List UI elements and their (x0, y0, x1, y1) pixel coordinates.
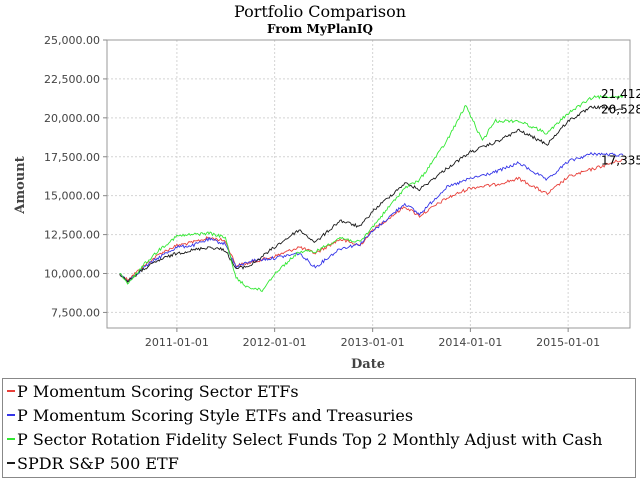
series-line (119, 151, 624, 282)
x-tick-label: 2011-01-01 (145, 336, 209, 349)
y-axis-label: Amount (13, 156, 28, 214)
series-lines (119, 94, 624, 293)
y-tick-label: 7,500.00 (51, 306, 100, 319)
series-line (119, 94, 624, 293)
y-tick-label: 22,500.00 (44, 73, 100, 86)
x-tick-label: 2015-01-01 (536, 336, 600, 349)
y-tick-label: 10,000.00 (44, 268, 100, 281)
series-line (119, 158, 623, 282)
legend-swatch (7, 438, 15, 440)
end-value-label: 17,335 (601, 153, 640, 167)
y-tick-label: 12,500.00 (44, 229, 100, 242)
x-tick-label: 2013-01-01 (341, 336, 405, 349)
legend-item: P Momentum Scoring Sector ETFs (7, 379, 299, 403)
x-axis-label: Date (351, 357, 385, 372)
end-value-label: 20,528 (601, 103, 640, 117)
x-tick-label: 2012-01-01 (243, 336, 307, 349)
grid (107, 39, 630, 328)
legend-item: SPDR S&P 500 ETF (7, 451, 179, 475)
legend-label: P Momentum Scoring Style ETFs and Treasu… (17, 405, 414, 425)
plot-area (106, 39, 631, 329)
chart-subtitle: From MyPlanIQ (267, 22, 373, 36)
legend-item: P Momentum Scoring Style ETFs and Treasu… (7, 403, 413, 427)
legend-item: P Sector Rotation Fidelity Select Funds … (7, 427, 602, 451)
end-value-labels: 21,412 20,528 17,335 (601, 87, 640, 167)
y-tick-label: 20,000.00 (44, 112, 100, 125)
chart-legend: P Momentum Scoring Sector ETFs P Momentum… (2, 378, 636, 478)
y-tick-label: 15,000.00 (44, 190, 100, 203)
legend-swatch (7, 414, 15, 416)
legend-label: P Sector Rotation Fidelity Select Funds … (17, 429, 603, 449)
x-axis: 2011-01-01 2012-01-01 2013-01-01 2014-01-01… (145, 328, 600, 349)
x-tick-label: 2014-01-01 (438, 336, 502, 349)
y-tick-label: 25,000.00 (44, 34, 100, 47)
chart-title: Portfolio Comparison (234, 2, 406, 21)
legend-label: P Momentum Scoring Sector ETFs (17, 381, 299, 401)
y-tick-label: 17,500.00 (44, 151, 100, 164)
legend-swatch (7, 462, 15, 464)
series-line (119, 104, 624, 283)
y-axis: 7,500.00 10,000.00 12,500.00 15,000.00 17,50… (44, 34, 107, 319)
legend-label: SPDR S&P 500 ETF (17, 453, 179, 473)
chart-canvas: Portfolio Comparison From MyPlanIQ 7,500… (13, 2, 640, 372)
legend-swatch (7, 390, 15, 392)
end-value-label: 21,412 (601, 87, 640, 101)
